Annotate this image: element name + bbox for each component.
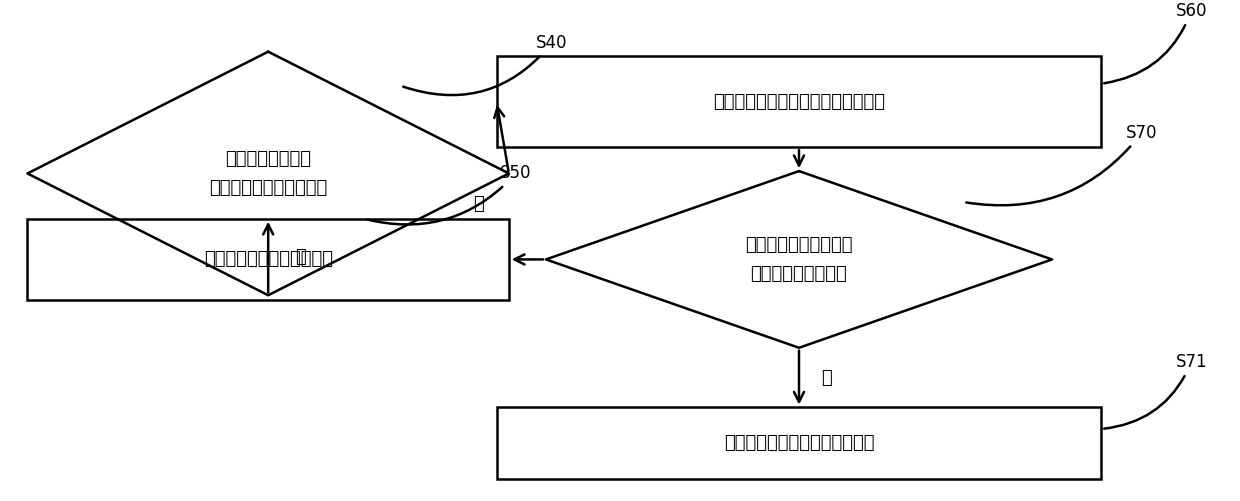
Text: 控制所述风机提高转速运转: 控制所述风机提高转速运转 xyxy=(203,250,332,269)
Text: 否: 否 xyxy=(821,369,832,387)
Text: S40: S40 xyxy=(403,34,568,95)
Text: S71: S71 xyxy=(1104,353,1207,429)
Text: 判断所述盘管温度
是否大于或等于预设温度: 判断所述盘管温度 是否大于或等于预设温度 xyxy=(210,150,327,197)
Text: 判断所述持续时长是否
大于或等于预设时长: 判断所述持续时长是否 大于或等于预设时长 xyxy=(745,236,853,283)
Text: 是: 是 xyxy=(295,248,306,266)
Text: S50: S50 xyxy=(367,164,532,224)
Bar xyxy=(496,57,1101,147)
Text: 控制所述风机维持当前运行状态: 控制所述风机维持当前运行状态 xyxy=(724,434,874,452)
Text: 获取所述空调器制热运行的持续时长: 获取所述空调器制热运行的持续时长 xyxy=(713,93,885,111)
Text: S60: S60 xyxy=(1104,2,1207,83)
Text: 否: 否 xyxy=(472,195,484,213)
Bar xyxy=(496,407,1101,479)
Bar xyxy=(27,219,508,300)
Text: S70: S70 xyxy=(966,124,1158,205)
